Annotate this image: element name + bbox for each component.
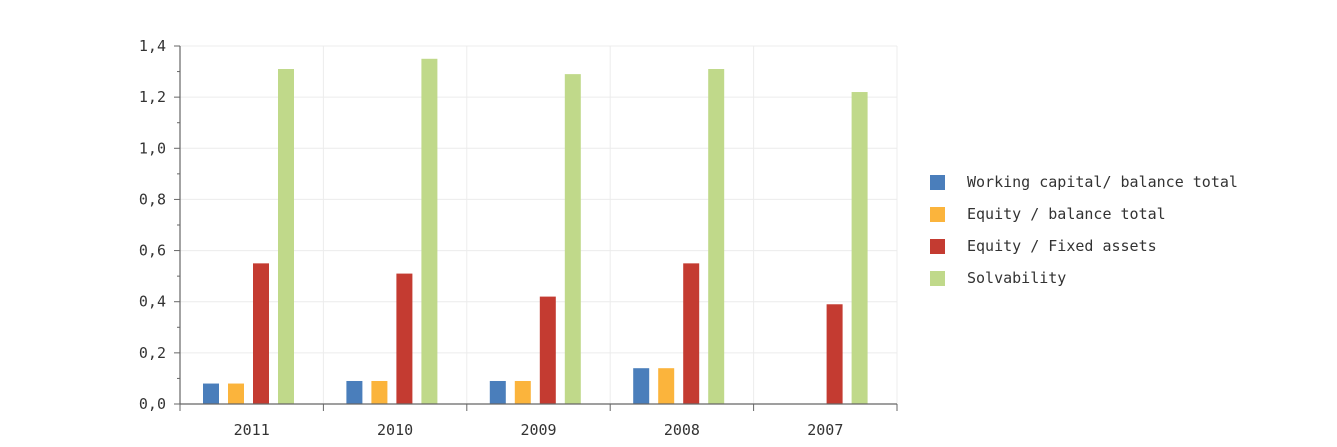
bar[interactable]	[203, 383, 219, 404]
bar[interactable]	[683, 263, 700, 404]
bar[interactable]	[539, 296, 556, 404]
x-tick-label: 2007	[807, 421, 843, 439]
bar[interactable]	[253, 263, 269, 404]
legend-item-solvability[interactable]: Solvability	[930, 262, 1238, 294]
y-tick-label: 0,4	[139, 293, 166, 311]
bar[interactable]	[228, 383, 244, 404]
bar[interactable]	[633, 368, 650, 404]
x-axis-ticks: 2011 2010 2009 2008 2007	[179, 404, 898, 439]
y-axis-ticks: 0,0 0,2 0,4 0,6 0,8 1,0 1,2 1,4	[139, 37, 180, 413]
y-tick-label: 0,6	[139, 242, 166, 260]
y-tick-label: 1,4	[139, 37, 166, 55]
x-tick-label: 2008	[664, 421, 700, 439]
legend-label: Equity / Fixed assets	[967, 237, 1157, 255]
legend-swatch	[930, 270, 945, 286]
bar[interactable]	[564, 74, 581, 404]
y-tick-label: 1,0	[139, 139, 166, 157]
y-tick-label: 1,2	[139, 88, 166, 106]
bar[interactable]	[346, 380, 363, 404]
y-tick-label: 0,0	[139, 395, 166, 413]
bar[interactable]	[489, 380, 506, 404]
bar[interactable]	[514, 380, 531, 404]
bar[interactable]	[396, 273, 413, 404]
y-tick-label: 0,2	[139, 344, 166, 362]
legend-item-equity-balance[interactable]: Equity / balance total	[930, 198, 1238, 230]
legend-label: Working capital/ balance total	[967, 173, 1238, 191]
bar[interactable]	[708, 69, 725, 404]
legend: Working capital/ balance total Equity / …	[930, 166, 1238, 294]
x-tick-label: 2010	[377, 421, 413, 439]
legend-label: Equity / balance total	[967, 205, 1166, 223]
bar[interactable]	[371, 380, 388, 404]
legend-swatch	[930, 174, 945, 190]
bar[interactable]	[658, 368, 675, 404]
grid-lines	[180, 45, 898, 404]
legend-item-working-capital[interactable]: Working capital/ balance total	[930, 166, 1238, 198]
legend-item-equity-fixed-assets[interactable]: Equity / Fixed assets	[930, 230, 1238, 262]
bars	[203, 58, 868, 405]
bar[interactable]	[826, 304, 843, 404]
y-tick-label: 0,8	[139, 190, 166, 208]
bar[interactable]	[421, 58, 438, 405]
x-tick-label: 2009	[520, 421, 556, 439]
bar[interactable]	[851, 92, 868, 405]
x-tick-label: 2011	[234, 421, 270, 439]
legend-label: Solvability	[967, 269, 1067, 287]
legend-swatch	[930, 238, 945, 254]
legend-swatch	[930, 206, 945, 222]
bar[interactable]	[278, 69, 294, 404]
